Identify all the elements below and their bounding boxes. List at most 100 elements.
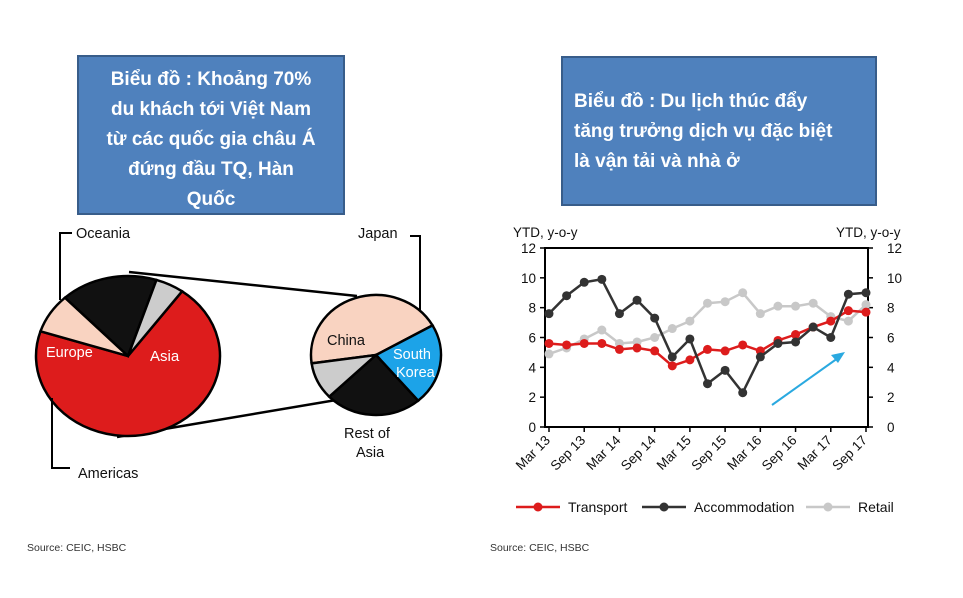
pie-asia-slice-japan bbox=[310, 353, 380, 399]
data-point-transport bbox=[826, 316, 836, 326]
data-point-transport bbox=[632, 343, 642, 353]
trend-arrow bbox=[771, 357, 839, 406]
data-point-accommodation bbox=[773, 338, 783, 348]
data-point-accommodation bbox=[632, 295, 642, 305]
callout-line: đứng đầu TQ, Hàn bbox=[128, 159, 294, 180]
legend-label: Accommodation bbox=[694, 499, 794, 515]
callout-tourist-share: Biểu đồ : Khoảng 70% du khách tới Việt N… bbox=[77, 55, 345, 215]
callout-line: Quốc bbox=[186, 189, 236, 210]
legend-swatch-marker bbox=[823, 502, 833, 512]
trend-arrow-head bbox=[831, 352, 845, 363]
data-point-transport bbox=[544, 338, 554, 348]
pie-label-japan: Japan bbox=[358, 226, 398, 242]
pie-label-europe: Europe bbox=[46, 345, 93, 361]
callout-line: là vận tải và nhà ở bbox=[574, 151, 740, 172]
pie-asia-slice-china bbox=[309, 293, 435, 365]
legend-label: Transport bbox=[568, 499, 628, 515]
data-point-accommodation bbox=[720, 365, 730, 375]
x-tick-label: Mar 17 bbox=[795, 433, 835, 473]
y-tick-label-left: 10 bbox=[521, 271, 536, 286]
data-point-retail bbox=[791, 301, 801, 311]
legend: Transport Accommodation Retail bbox=[516, 499, 894, 515]
pie-asia-slice-rest-of-asia bbox=[373, 323, 443, 403]
data-point-accommodation bbox=[791, 337, 801, 347]
legend-item-transport: Transport bbox=[516, 499, 628, 515]
y-tick-label-right: 0 bbox=[887, 420, 895, 435]
leader-line-oceania bbox=[59, 232, 72, 300]
y-tick-label-left: 6 bbox=[528, 331, 536, 346]
data-point-retail bbox=[843, 316, 853, 326]
data-point-accommodation bbox=[738, 388, 748, 398]
y-tick-label-left: 4 bbox=[528, 360, 536, 375]
data-point-accommodation bbox=[579, 277, 589, 287]
data-point-transport bbox=[685, 355, 695, 365]
x-tick-label: Sep 13 bbox=[547, 433, 588, 474]
pie-label-south: South Korea bbox=[393, 347, 436, 381]
callout-line: tăng trưởng dịch vụ đặc biệt bbox=[574, 121, 833, 142]
callout-line: du khách tới Việt Nam bbox=[110, 99, 312, 120]
y-tick-label-left: 0 bbox=[528, 420, 536, 435]
y-axis-left: 0 2 4 6 8 10 12 bbox=[521, 241, 545, 435]
y-tick-label-right: 8 bbox=[887, 301, 895, 316]
pie-label-oceania: Oceania bbox=[76, 226, 131, 242]
data-point-accommodation bbox=[843, 289, 853, 299]
data-point-retail bbox=[755, 309, 765, 319]
leader-line-japan bbox=[410, 235, 421, 310]
legend-item-accommodation: Accommodation bbox=[642, 499, 794, 515]
y-tick-label-left: 8 bbox=[528, 301, 536, 316]
data-point-transport bbox=[562, 340, 572, 350]
pie-label-asia: Asia bbox=[150, 348, 180, 365]
y-tick-label-right: 6 bbox=[887, 331, 895, 346]
pie-asia-breakdown-slices bbox=[309, 293, 443, 417]
x-tick-label: Sep 17 bbox=[829, 433, 870, 474]
connector-line-top bbox=[128, 270, 358, 298]
data-point-retail bbox=[808, 298, 818, 308]
x-tick-label: Sep 16 bbox=[759, 433, 800, 474]
pie-main-slices bbox=[34, 274, 222, 438]
data-point-retail bbox=[544, 349, 554, 359]
callout-line: Biểu đồ : Khoảng 70% bbox=[110, 69, 312, 90]
pie-label-china: China bbox=[327, 333, 366, 349]
data-point-retail bbox=[720, 297, 730, 307]
data-point-retail bbox=[861, 300, 871, 310]
data-point-retail bbox=[667, 324, 677, 334]
legend-item-retail: Retail bbox=[806, 499, 894, 515]
data-point-accommodation bbox=[685, 334, 695, 344]
series-accommodation bbox=[544, 274, 871, 398]
data-point-accommodation bbox=[755, 352, 765, 362]
pie-main-slice-europe bbox=[63, 274, 159, 359]
source-note-right: Source: CEIC, HSBC bbox=[490, 542, 590, 554]
y-tick-label-right: 10 bbox=[887, 271, 902, 286]
leader-line-americas bbox=[51, 398, 70, 469]
data-point-transport bbox=[579, 338, 589, 348]
data-point-transport bbox=[720, 346, 730, 356]
data-point-accommodation bbox=[597, 274, 607, 284]
data-point-transport bbox=[614, 344, 624, 354]
y-axis-right: 0 2 4 6 8 10 12 bbox=[868, 241, 902, 435]
pie-label-rest-of-asia: Rest of Asia bbox=[344, 426, 391, 461]
data-point-accommodation bbox=[667, 352, 677, 362]
y-tick-label-right: 12 bbox=[887, 241, 902, 256]
pie-main-slice-asia bbox=[34, 289, 222, 438]
y-tick-label-left: 2 bbox=[528, 390, 536, 405]
series-line-accommodation bbox=[548, 277, 867, 396]
data-point-accommodation bbox=[808, 322, 818, 332]
data-point-accommodation bbox=[826, 333, 836, 342]
data-point-accommodation bbox=[562, 291, 572, 301]
data-point-retail bbox=[597, 325, 607, 335]
x-tick-label: Mar 15 bbox=[654, 433, 694, 473]
plot-area bbox=[544, 247, 869, 428]
data-point-retail bbox=[650, 333, 660, 342]
x-tick-label: Sep 14 bbox=[618, 432, 659, 473]
data-point-accommodation bbox=[544, 309, 554, 319]
legend-swatch-marker bbox=[533, 502, 543, 512]
data-point-retail bbox=[703, 298, 712, 308]
x-tick-label: Sep 15 bbox=[688, 433, 729, 474]
pie-charts: Oceania Europe Asia Americas Japan China… bbox=[34, 226, 443, 482]
data-point-retail bbox=[738, 288, 748, 298]
callout-line: Biểu đồ : Du lịch thúc đẩy bbox=[574, 91, 808, 112]
x-tick-label: Mar 13 bbox=[513, 433, 553, 473]
data-point-transport bbox=[650, 346, 660, 356]
data-point-transport bbox=[843, 306, 853, 316]
